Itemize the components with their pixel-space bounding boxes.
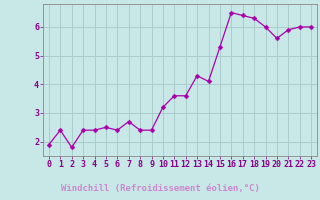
Text: Windchill (Refroidissement éolien,°C): Windchill (Refroidissement éolien,°C)	[60, 184, 260, 193]
